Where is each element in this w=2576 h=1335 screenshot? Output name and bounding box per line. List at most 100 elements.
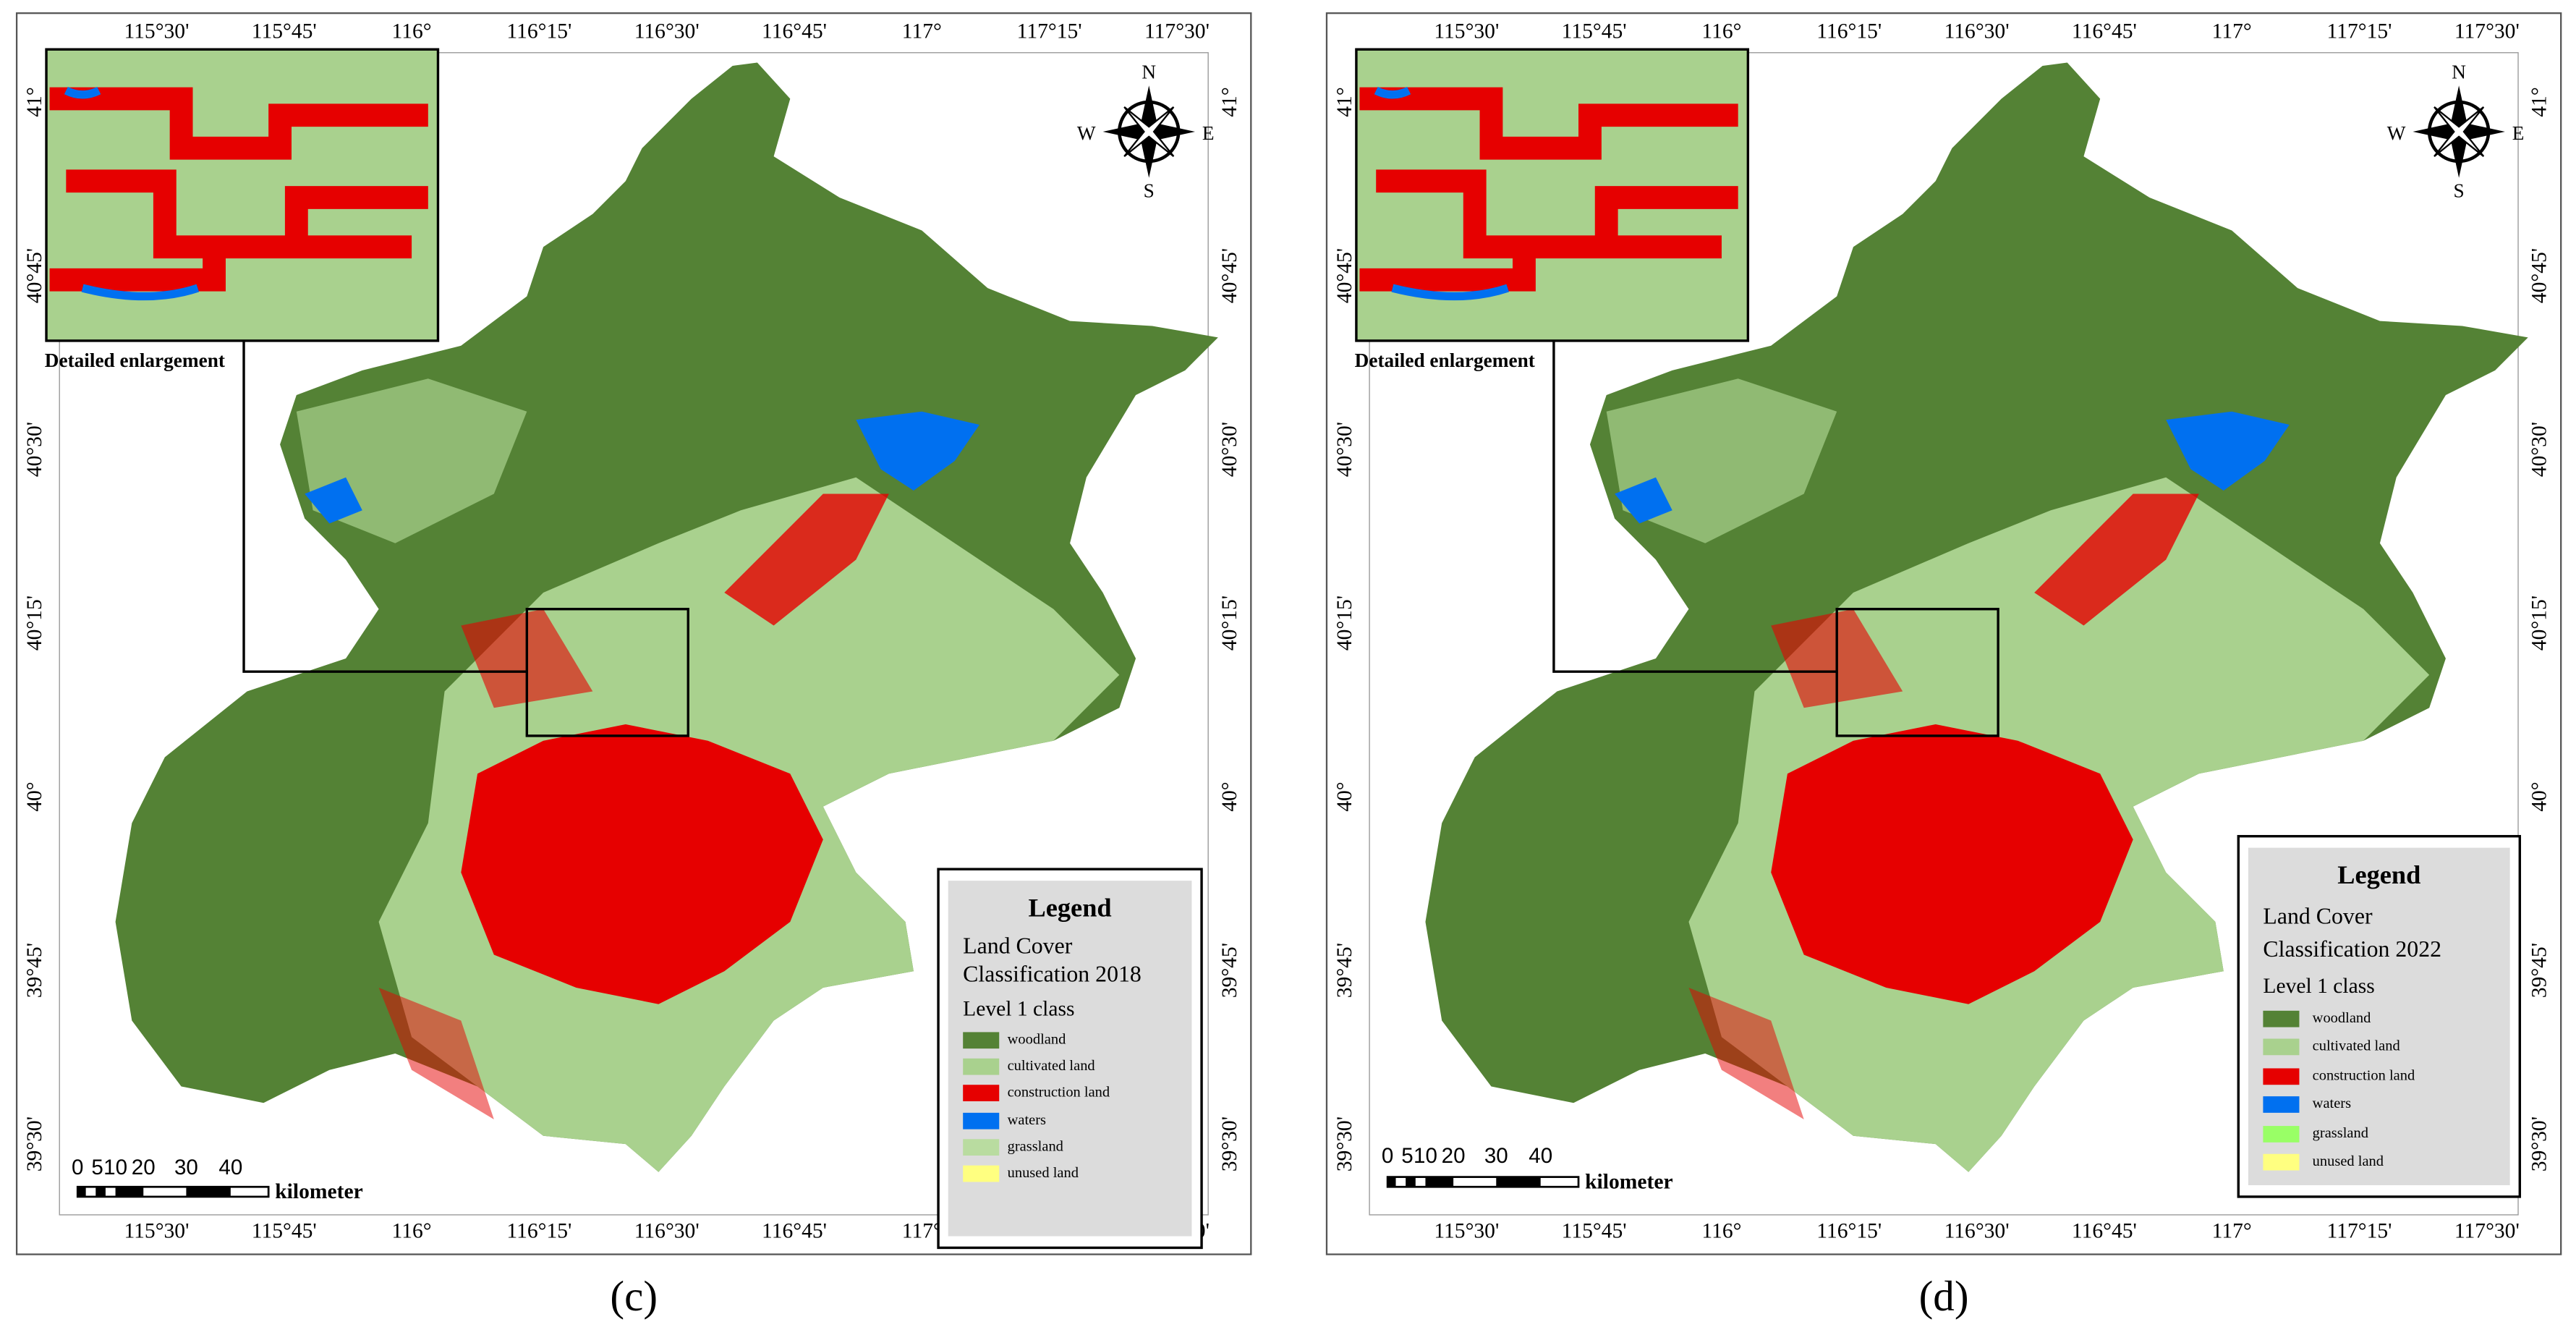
lat-tick-label-right: 39°45' bbox=[2528, 943, 2551, 998]
compass-n: N bbox=[1142, 62, 1156, 83]
lon-tick-label-top: 116°45' bbox=[762, 20, 827, 43]
lon-tick-label-bottom: 116°15' bbox=[506, 1220, 571, 1243]
lat-tick-label-left: 40° bbox=[1333, 781, 1356, 811]
lat-tick-label-left: 40°30' bbox=[23, 422, 46, 477]
compass-e: E bbox=[1202, 122, 1215, 144]
lon-tick-label-top: 115°45' bbox=[252, 20, 317, 43]
scale-bar-segment bbox=[1387, 1177, 1396, 1187]
lon-tick-label-bottom: 115°45' bbox=[252, 1220, 317, 1243]
lat-tick-label-left: 40°45' bbox=[23, 248, 46, 303]
lon-tick-label-bottom: 116°45' bbox=[2072, 1220, 2137, 1243]
legend-subtitle: Land Cover bbox=[2263, 904, 2373, 929]
lon-tick-label-top: 116°30' bbox=[634, 20, 700, 43]
scale-tick-label: 10 bbox=[1414, 1144, 1437, 1168]
scale-bar-segment bbox=[1425, 1177, 1454, 1187]
lat-tick-label-left: 40°15' bbox=[1333, 596, 1356, 650]
legend-label: construction land bbox=[2313, 1068, 2415, 1084]
scale-bar-segment bbox=[186, 1187, 231, 1197]
legend-swatch bbox=[2263, 1038, 2300, 1056]
legend-swatch bbox=[2263, 1068, 2300, 1085]
lon-tick-label-bottom: 117° bbox=[2212, 1220, 2252, 1243]
legend-title: Legend bbox=[1028, 893, 1111, 922]
legend-subtitle: Classification 2018 bbox=[963, 961, 1142, 986]
scale-tick-label: 0 bbox=[72, 1156, 83, 1179]
lon-tick-label-bottom: 117°15' bbox=[2327, 1220, 2392, 1243]
legend-label: woodland bbox=[2313, 1010, 2371, 1026]
scale-tick-label: 10 bbox=[103, 1156, 127, 1179]
legend-swatch bbox=[2263, 1096, 2300, 1113]
legend-swatch bbox=[2263, 1010, 2300, 1027]
scale-bar-segment bbox=[95, 1187, 106, 1197]
lon-tick-label-bottom: 115°30' bbox=[124, 1220, 189, 1243]
scale-tick-label: 0 bbox=[1382, 1144, 1393, 1168]
lon-tick-label-top: 117° bbox=[2212, 20, 2252, 43]
lat-tick-label-right: 40°15' bbox=[1218, 596, 1241, 650]
lat-tick-label-left: 40°30' bbox=[1333, 422, 1356, 477]
scale-tick-label: 5 bbox=[91, 1156, 103, 1179]
legend-swatch bbox=[963, 1058, 1000, 1075]
legend-swatch bbox=[963, 1112, 1000, 1130]
panel-label: (d) bbox=[1919, 1272, 1969, 1320]
legend-swatch bbox=[963, 1139, 1000, 1156]
legend-level: Level 1 class bbox=[963, 998, 1074, 1021]
lon-tick-label-top: 116°30' bbox=[1944, 20, 2010, 43]
legend-swatch bbox=[963, 1165, 1000, 1182]
legend-swatch bbox=[2263, 1153, 2300, 1171]
lon-tick-label-bottom: 116°15' bbox=[1816, 1220, 1882, 1243]
lat-tick-label-left: 40°45' bbox=[1333, 248, 1356, 303]
lat-tick-label-left: 40°15' bbox=[23, 596, 46, 650]
lat-tick-label-right: 40° bbox=[1218, 781, 1241, 811]
lat-tick-label-right: 40°45' bbox=[2528, 248, 2551, 303]
legend-swatch bbox=[963, 1085, 1000, 1101]
lat-tick-label-right: 40° bbox=[2528, 781, 2551, 811]
legend-label: woodland bbox=[1008, 1031, 1066, 1047]
compass-s: S bbox=[2454, 179, 2465, 201]
compass-star-diag bbox=[2433, 106, 2485, 158]
lat-tick-label-right: 41° bbox=[2528, 87, 2551, 116]
lat-tick-label-right: 40°30' bbox=[2528, 422, 2551, 477]
lon-tick-label-bottom: 116°30' bbox=[1944, 1220, 2010, 1243]
lon-tick-label-bottom: 115°45' bbox=[1562, 1220, 1627, 1243]
scale-tick-label: 40 bbox=[1529, 1144, 1552, 1168]
scale-tick-label: 5 bbox=[1401, 1144, 1413, 1168]
lon-tick-label-top: 116° bbox=[392, 20, 432, 43]
panel-c: 115°30' 115°30' 115°45' 115°45' 116° 116° 116°… bbox=[15, 12, 1252, 1320]
legend-title: Legend bbox=[2337, 860, 2420, 889]
compass-n: N bbox=[2452, 62, 2466, 83]
legend-label: cultivated land bbox=[2313, 1038, 2400, 1054]
inner-frame bbox=[59, 52, 1209, 1216]
scale-bar-segment bbox=[1496, 1177, 1541, 1187]
compass-w: W bbox=[1077, 122, 1096, 144]
lat-tick-label-right: 40°45' bbox=[1218, 248, 1241, 303]
legend-swatch bbox=[2263, 1126, 2300, 1143]
lat-tick-label-left: 39°30' bbox=[23, 1116, 46, 1171]
scale-unit: kilometer bbox=[275, 1180, 362, 1203]
compass-w: W bbox=[2387, 122, 2406, 144]
lat-tick-label-right: 41° bbox=[1218, 87, 1241, 116]
lon-tick-label-bottom: 115°30' bbox=[1434, 1220, 1499, 1243]
lon-tick-label-top: 117°15' bbox=[1017, 20, 1082, 43]
lat-tick-label-left: 40° bbox=[23, 781, 46, 811]
lon-tick-label-bottom: 117° bbox=[902, 1220, 942, 1243]
compass-e: E bbox=[2512, 122, 2525, 144]
lat-tick-label-right: 40°15' bbox=[2528, 596, 2551, 650]
lat-tick-label-left: 41° bbox=[23, 87, 46, 116]
legend-label: construction land bbox=[1008, 1084, 1110, 1100]
legend-subtitle: Land Cover bbox=[963, 933, 1073, 959]
lat-tick-label-left: 39°45' bbox=[1333, 943, 1356, 998]
legend-label: waters bbox=[2313, 1095, 2351, 1111]
lon-tick-label-bottom: 116° bbox=[392, 1220, 432, 1243]
lon-tick-label-bottom: 116° bbox=[1701, 1220, 1741, 1243]
legend-label: unused land bbox=[2313, 1153, 2384, 1169]
inset-caption: Detailed enlargement bbox=[45, 349, 225, 371]
scale-bar-segment bbox=[115, 1187, 144, 1197]
lat-tick-label-right: 39°45' bbox=[1218, 943, 1241, 998]
scale-tick-label: 20 bbox=[1442, 1144, 1466, 1168]
lon-tick-label-top: 115°30' bbox=[124, 20, 189, 43]
lat-tick-label-right: 40°30' bbox=[1218, 422, 1241, 477]
lon-tick-label-top: 116° bbox=[1701, 20, 1741, 43]
scale-bar bbox=[76, 1185, 270, 1198]
legend-label: grassland bbox=[2313, 1125, 2368, 1141]
scale-tick-label: 30 bbox=[174, 1156, 198, 1179]
